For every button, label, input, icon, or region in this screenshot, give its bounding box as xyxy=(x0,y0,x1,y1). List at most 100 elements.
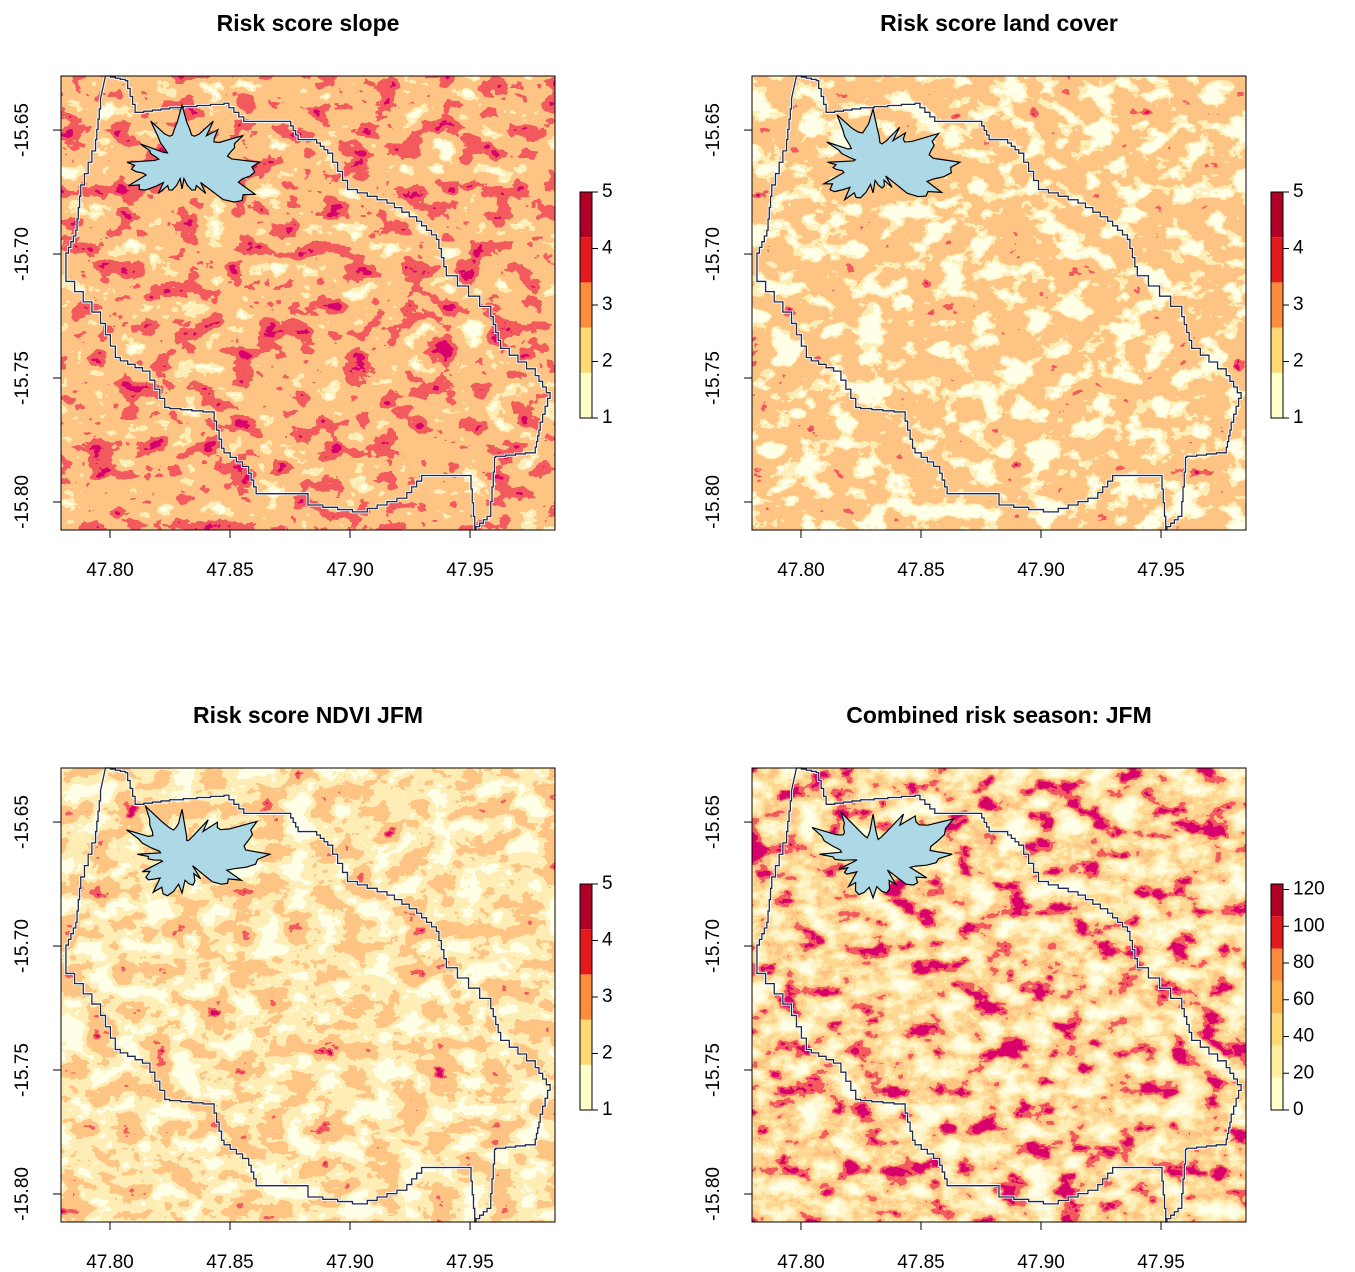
legend-tick-label: 2 xyxy=(602,351,613,372)
x-tick-label: 47.80 xyxy=(777,1252,825,1272)
legend-swatch xyxy=(1271,282,1283,328)
legend-tick-label: 4 xyxy=(602,930,613,951)
legend-swatch xyxy=(1271,372,1283,418)
legend-tick-label: 5 xyxy=(602,873,613,894)
legend-tick-label: 3 xyxy=(602,294,613,315)
y-tick-label: -15.80 xyxy=(703,475,724,529)
legend-swatch xyxy=(1271,1045,1283,1078)
legend-tick-label: 2 xyxy=(602,1043,613,1064)
legend-tick-label: 3 xyxy=(602,986,613,1007)
catchment-boundary xyxy=(65,767,551,1223)
legend-swatch xyxy=(580,192,592,238)
legend-tick-label: 5 xyxy=(602,181,613,202)
y-tick-label: -15.65 xyxy=(12,103,33,157)
raster xyxy=(61,76,555,530)
map-panel: Combined risk season: JFM 47.80 47.85 47.90… xyxy=(703,702,1325,1272)
y-tick-label: -15.75 xyxy=(12,351,33,405)
lake xyxy=(126,103,262,203)
y-tick-label: -15.80 xyxy=(12,1167,33,1221)
x-tick-label: 47.90 xyxy=(1017,1252,1065,1272)
panel-title: Risk score land cover xyxy=(880,10,1118,36)
lake xyxy=(811,811,956,900)
map-panel: Risk score slope 47.80 47.85 47.90 47.95 -15.… xyxy=(12,10,613,581)
x-tick-label: 47.90 xyxy=(326,1252,374,1272)
y-tick-label: -15.75 xyxy=(703,351,724,405)
map-panel: Risk score land cover 47.80 47.85 47.90 47.9… xyxy=(703,10,1304,581)
y-tick-label: -15.70 xyxy=(12,227,33,281)
y-tick-label: -15.65 xyxy=(12,795,33,849)
y-tick-label: -15.65 xyxy=(703,103,724,157)
y-tick-label: -15.70 xyxy=(12,919,33,973)
legend-swatch xyxy=(580,237,592,283)
catchment-boundary xyxy=(65,75,551,531)
legend-swatch xyxy=(1271,884,1283,917)
panel-title: Combined risk season: JFM xyxy=(846,702,1151,728)
legend-swatch xyxy=(580,372,592,418)
legend-swatch xyxy=(580,282,592,328)
x-tick-label: 47.95 xyxy=(446,560,494,581)
legend-swatch xyxy=(1271,1077,1283,1110)
legend-tick-label: 1 xyxy=(602,407,613,428)
y-tick-label: -15.70 xyxy=(703,227,724,281)
legend-tick-label: 20 xyxy=(1293,1062,1314,1083)
lake xyxy=(126,804,272,897)
x-tick-label: 47.85 xyxy=(897,560,945,581)
x-tick-label: 47.95 xyxy=(446,1252,494,1272)
legend-tick-label: 4 xyxy=(602,238,613,259)
legend-swatch xyxy=(1271,980,1283,1014)
legend-swatch xyxy=(580,974,592,1020)
legend-swatch xyxy=(580,1064,592,1110)
legend-swatch xyxy=(1271,1013,1283,1046)
legend-swatch xyxy=(1271,237,1283,283)
legend-tick-label: 4 xyxy=(1293,238,1304,259)
y-tick-label: -15.80 xyxy=(703,1167,724,1221)
x-tick-label: 47.90 xyxy=(1017,560,1065,581)
y-tick-label: -15.65 xyxy=(703,795,724,849)
legend-frame xyxy=(1270,883,1284,1111)
legend-tick-label: 120 xyxy=(1293,879,1325,900)
raster xyxy=(752,76,1246,530)
plot-frame xyxy=(60,767,556,1223)
legend-tick-label: 3 xyxy=(1293,294,1304,315)
legend-tick-label: 2 xyxy=(1293,351,1304,372)
legend-swatch xyxy=(580,327,592,373)
legend-tick-label: 60 xyxy=(1293,989,1314,1010)
legend-swatch xyxy=(1271,327,1283,373)
x-tick-label: 47.80 xyxy=(777,560,825,581)
map-panel: Risk score NDVI JFM 47.80 47.85 47.90 47.95 -… xyxy=(12,702,613,1272)
y-tick-label: -15.70 xyxy=(703,919,724,973)
x-tick-label: 47.85 xyxy=(206,1252,254,1272)
legend-swatch xyxy=(580,929,592,975)
lake xyxy=(821,106,962,202)
legend-tick-label: 100 xyxy=(1293,915,1325,936)
legend-tick-label: 80 xyxy=(1293,952,1314,973)
x-tick-label: 47.95 xyxy=(1137,1252,1185,1272)
catchment-boundary xyxy=(756,767,1242,1223)
legend-swatch xyxy=(580,1019,592,1065)
panel-title: Risk score slope xyxy=(217,10,400,36)
plot-frame xyxy=(751,767,1247,1223)
legend-tick-label: 5 xyxy=(1293,181,1304,202)
x-tick-label: 47.85 xyxy=(897,1252,945,1272)
x-tick-label: 47.80 xyxy=(86,1252,134,1272)
y-tick-label: -15.75 xyxy=(703,1043,724,1097)
legend-tick-label: 0 xyxy=(1293,1099,1304,1120)
x-tick-label: 47.95 xyxy=(1137,560,1185,581)
y-tick-label: -15.75 xyxy=(12,1043,33,1097)
catchment-boundary xyxy=(756,75,1242,531)
x-tick-label: 47.85 xyxy=(206,560,254,581)
legend-tick-label: 40 xyxy=(1293,1026,1314,1047)
legend-tick-label: 1 xyxy=(1293,407,1304,428)
y-tick-label: -15.80 xyxy=(12,475,33,529)
legend-tick-label: 1 xyxy=(602,1099,613,1120)
legend-swatch xyxy=(1271,948,1283,981)
legend-swatch xyxy=(580,884,592,930)
plot-frame xyxy=(751,75,1247,531)
x-tick-label: 47.90 xyxy=(326,560,374,581)
panel-title: Risk score NDVI JFM xyxy=(193,702,423,728)
plot-frame xyxy=(60,75,556,531)
legend-swatch xyxy=(1271,192,1283,238)
legend-swatch xyxy=(1271,916,1283,949)
